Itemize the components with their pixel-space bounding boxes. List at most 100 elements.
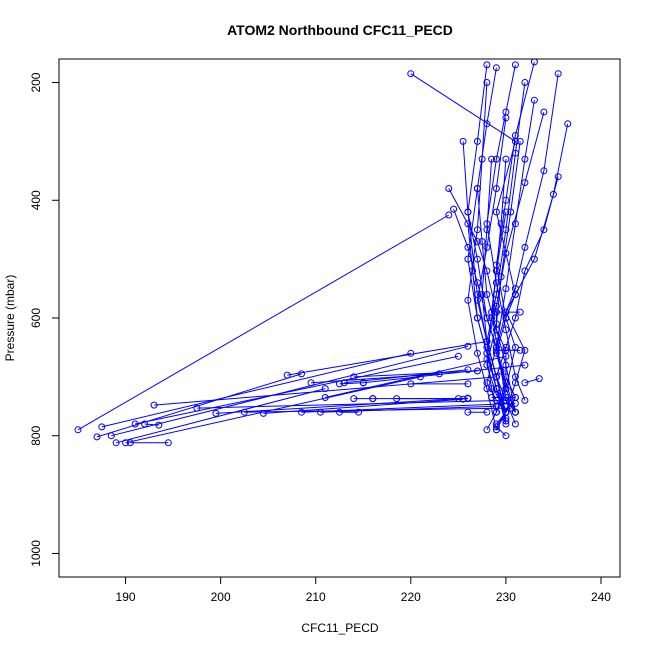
data-point — [554, 70, 562, 78]
x-tick-label: 200 — [211, 590, 231, 604]
plot-frame — [58, 58, 621, 578]
data-point — [502, 432, 510, 440]
data-point — [511, 420, 519, 428]
data-point — [473, 226, 481, 234]
data-point — [564, 120, 572, 128]
data-point — [502, 114, 510, 122]
plot-marks — [74, 58, 572, 447]
data-point — [492, 402, 500, 410]
data-point — [488, 385, 496, 393]
data-point — [393, 395, 401, 403]
data-point — [336, 380, 343, 388]
data-point — [516, 346, 524, 354]
data-point — [240, 408, 248, 416]
series-line — [320, 405, 497, 413]
data-point — [483, 408, 491, 416]
data-point — [454, 352, 462, 360]
data-point — [483, 243, 491, 251]
data-point — [478, 291, 486, 298]
data-point — [511, 291, 519, 298]
data-point — [511, 408, 519, 416]
series-line — [363, 364, 525, 384]
data-point — [483, 291, 491, 298]
series-line — [96, 373, 302, 438]
data-point — [407, 70, 415, 78]
data-point — [483, 338, 491, 345]
series-line — [486, 141, 521, 413]
data-point — [126, 439, 134, 447]
series-line — [287, 341, 487, 376]
data-point — [464, 366, 472, 374]
data-point — [478, 155, 486, 163]
data-point — [445, 185, 453, 192]
series-line — [339, 382, 364, 385]
data-point — [521, 361, 529, 369]
chart-title: ATOM2 Northbound CFC11_PECD — [227, 22, 453, 38]
data-point — [307, 379, 315, 387]
data-point — [350, 373, 358, 381]
data-point — [492, 279, 500, 287]
y-tick-label: 200 — [29, 72, 43, 92]
y-tick-label: 400 — [29, 190, 43, 210]
data-point — [540, 226, 548, 234]
data-point — [359, 379, 367, 387]
data-point — [511, 394, 519, 401]
x-tick-label: 230 — [496, 590, 516, 604]
y-axis-label: Pressure (mbar) — [3, 275, 17, 362]
data-point — [478, 238, 486, 245]
data-point — [488, 155, 496, 163]
data-point — [464, 296, 472, 304]
x-tick-label: 210 — [306, 590, 326, 604]
data-point — [464, 380, 472, 388]
data-point — [321, 385, 329, 393]
y-tick-label: 1000 — [29, 540, 43, 567]
series-line — [495, 176, 559, 378]
data-point — [492, 185, 500, 192]
series-line — [524, 378, 540, 384]
data-point — [483, 226, 491, 234]
series-line — [476, 117, 516, 425]
series-line — [263, 398, 464, 414]
series-line — [353, 370, 478, 378]
data-point — [122, 439, 130, 447]
data-point — [355, 408, 362, 416]
data-point — [502, 361, 510, 369]
data-point — [521, 379, 529, 387]
data-point — [521, 79, 529, 86]
data-point — [212, 409, 220, 417]
data-point — [540, 167, 548, 175]
data-point — [502, 208, 510, 216]
data-point — [464, 220, 472, 228]
data-point — [473, 137, 481, 145]
data-point — [483, 314, 491, 322]
series-line — [111, 345, 469, 437]
data-point — [259, 409, 267, 417]
data-point — [511, 314, 519, 322]
data-point — [473, 349, 481, 357]
series-line — [486, 64, 526, 401]
data-point — [483, 79, 491, 86]
data-point — [521, 267, 529, 275]
data-point — [473, 255, 481, 263]
y-tick-label: 600 — [29, 308, 43, 328]
data-point — [502, 408, 510, 416]
series-line — [467, 82, 497, 430]
data-point — [521, 346, 529, 354]
data-point — [549, 190, 557, 198]
series-line — [115, 388, 326, 444]
data-point — [350, 395, 358, 403]
data-point — [540, 108, 548, 116]
series-line — [481, 159, 507, 413]
data-point — [464, 243, 472, 251]
data-point — [473, 296, 481, 304]
y-tick-label: 800 — [29, 425, 43, 445]
data-point — [502, 417, 510, 425]
data-point — [459, 395, 467, 403]
data-point — [521, 396, 529, 404]
series-line — [453, 208, 507, 413]
series-line — [134, 355, 459, 425]
x-axis-label: CFC11_PECD — [301, 621, 378, 635]
data-point — [535, 375, 543, 383]
data-point — [283, 371, 291, 379]
data-point — [492, 346, 500, 354]
